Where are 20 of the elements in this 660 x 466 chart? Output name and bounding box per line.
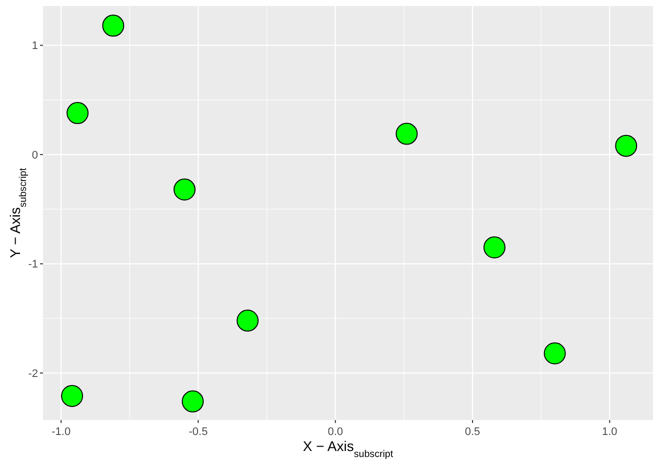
y-tick-label: -1 — [28, 258, 38, 271]
x-tick-label: 0.5 — [464, 426, 480, 438]
y-tick-label: 1 — [32, 40, 38, 52]
point — [615, 134, 638, 157]
point — [544, 342, 566, 364]
point — [174, 178, 196, 200]
x-tick-label: -1.0 — [52, 426, 71, 438]
y-tick-label: -2 — [28, 368, 38, 380]
y-tick-label: 0 — [32, 149, 38, 162]
point — [61, 384, 84, 407]
x-axis-title: X − Axis$_{subscript}$ — [302, 438, 394, 460]
x-tick-label: 1.0 — [602, 426, 618, 438]
point — [102, 14, 124, 37]
point — [66, 102, 89, 124]
point — [236, 310, 259, 332]
point — [396, 122, 418, 145]
x-tick-label: 0.0 — [328, 426, 344, 438]
x-tick-label: -0.5 — [188, 426, 208, 438]
point — [483, 236, 506, 258]
point — [182, 390, 204, 412]
